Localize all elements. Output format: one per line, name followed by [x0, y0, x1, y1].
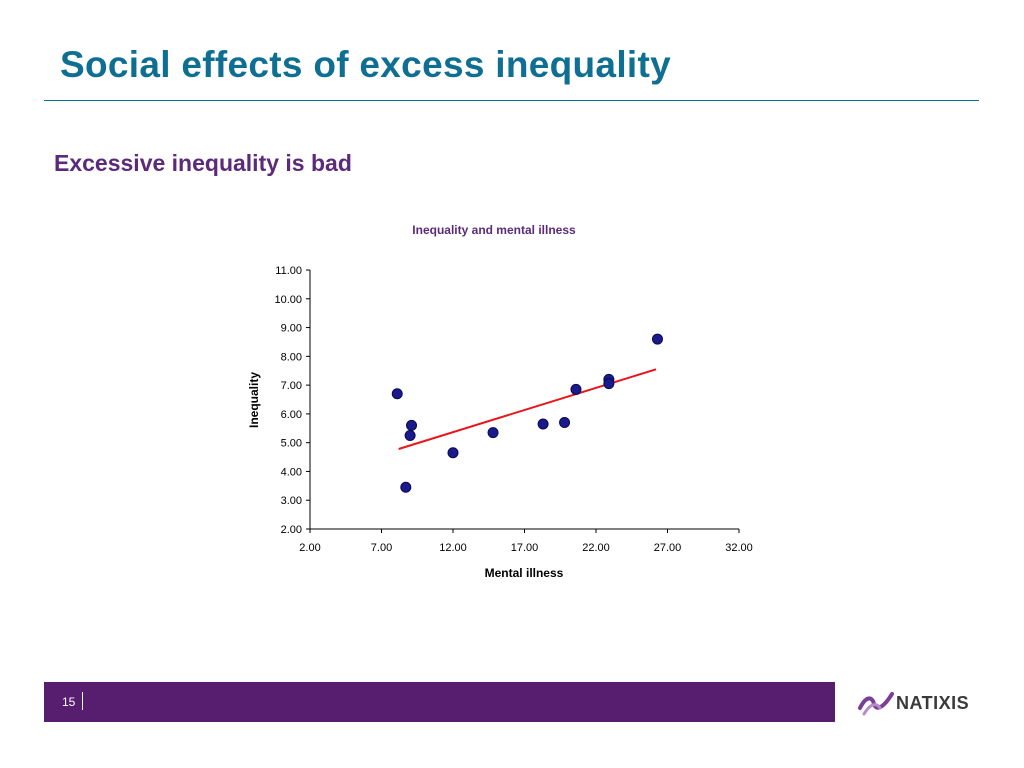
slide-title: Social effects of excess inequality [60, 44, 671, 85]
data-point [570, 383, 582, 395]
logo-mark-icon [858, 692, 894, 716]
y-tick-label: 3.00 [281, 495, 302, 507]
y-tick-label: 6.00 [281, 409, 302, 421]
y-tick-label: 5.00 [281, 438, 302, 450]
y-tick-label: 2.00 [281, 524, 302, 536]
y-tick-label: 8.00 [281, 351, 302, 363]
x-tick-label: 17.00 [511, 542, 539, 554]
slide-subtitle: Excessive inequality is bad [54, 150, 352, 176]
x-tick-label: 12.00 [439, 542, 467, 554]
x-tick-label: 22.00 [582, 542, 610, 554]
page-separator [82, 692, 83, 710]
x-tick-label: 32.00 [725, 542, 753, 554]
x-tick-label: 2.00 [299, 542, 320, 554]
y-tick-label: 9.00 [281, 323, 302, 335]
x-axis-label: Mental illness [485, 566, 564, 580]
data-point [559, 417, 571, 429]
x-tick-label: 7.00 [371, 542, 392, 554]
data-point [400, 481, 412, 493]
data-point [537, 418, 549, 430]
data-point [651, 333, 663, 345]
natixis-logo: NATIXIS [858, 690, 983, 718]
data-points [391, 333, 663, 493]
data-point [406, 419, 418, 431]
y-tick-label: 11.00 [275, 265, 302, 277]
x-axis-ticks: 2.00 7.00 12.00 17.00 22.00 27.00 32.00 [299, 529, 753, 554]
trendline [398, 368, 657, 450]
data-point [603, 378, 615, 390]
y-axis-ticks: 2.00 3.00 4.00 5.00 6.00 7.00 8.00 9.00 10.00 11.… [274, 265, 310, 536]
data-point [447, 447, 459, 459]
x-tick-label: 27.00 [654, 542, 682, 554]
data-point [391, 388, 403, 400]
y-tick-label: 10.00 [274, 294, 302, 306]
data-point [487, 427, 499, 439]
y-tick-label: 7.00 [281, 380, 302, 392]
footer-bar: 15 [44, 682, 835, 722]
page-number: 15 [62, 695, 76, 709]
y-axis-label: Inequality [247, 372, 261, 428]
chart-title: Inequality and mental illness [412, 223, 576, 237]
y-tick-label: 4.00 [281, 466, 302, 478]
logo-text: NATIXIS [896, 693, 970, 713]
data-point [404, 429, 416, 441]
title-divider [44, 100, 979, 101]
